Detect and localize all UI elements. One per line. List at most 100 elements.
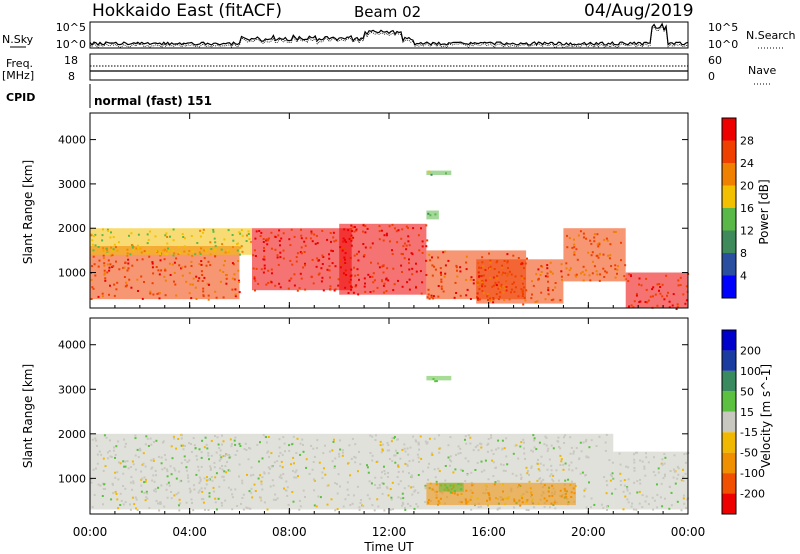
- echo-cell: [152, 293, 155, 296]
- echo-cell: [116, 471, 119, 474]
- echo-cell: [492, 475, 495, 478]
- echo-cell: [169, 274, 172, 276]
- echo-cell: [190, 260, 193, 263]
- echo-cell: [411, 476, 414, 479]
- echo-cell: [404, 508, 407, 511]
- echo-cell: [304, 262, 306, 265]
- echo-cell: [222, 296, 225, 299]
- echo-cell: [215, 508, 218, 511]
- echo-cell: [242, 493, 245, 496]
- echo-cell: [410, 474, 413, 477]
- echo-cell: [405, 225, 408, 228]
- echo-cell: [188, 292, 191, 295]
- echo-cell: [664, 474, 666, 477]
- echo-cell: [140, 275, 143, 278]
- echo-cell: [518, 484, 521, 486]
- echo-cell: [563, 442, 566, 444]
- echo-cell: [584, 474, 587, 477]
- echo-cell: [166, 242, 169, 245]
- echo-cell: [514, 444, 517, 447]
- echo-cell: [636, 451, 638, 454]
- echo-cell: [411, 267, 414, 270]
- echo-cell: [131, 460, 134, 463]
- echo-cell: [159, 259, 162, 262]
- echo-cell: [347, 462, 349, 465]
- echo-cell: [505, 455, 508, 458]
- echo-cell: [497, 447, 500, 450]
- echo-cell: [673, 454, 676, 457]
- echo-cell: [379, 440, 382, 443]
- echo-cell: [252, 254, 255, 257]
- echo-cell: [190, 450, 193, 453]
- colorbar-swatch: [722, 118, 736, 141]
- echo-cell: [289, 259, 292, 262]
- echo-cell: [400, 264, 403, 267]
- echo-cell: [664, 456, 667, 459]
- echo-cell: [374, 476, 377, 479]
- echo-cell: [449, 464, 451, 467]
- echo-cell: [632, 508, 635, 511]
- echo-cell: [626, 498, 629, 501]
- echo-cell: [427, 212, 430, 215]
- echo-cell: [199, 252, 202, 255]
- echo-cell: [185, 469, 188, 472]
- echo-cell: [355, 228, 358, 231]
- nave-tick-top: 60: [708, 54, 722, 67]
- colorbar-swatch: [722, 473, 736, 494]
- echo-cell: [341, 454, 344, 457]
- echo-cell: [646, 301, 649, 304]
- data-region: [563, 228, 627, 282]
- echo-cell: [266, 508, 269, 511]
- echo-cell: [339, 246, 342, 249]
- echo-cell: [493, 284, 495, 287]
- echo-cell: [277, 234, 280, 237]
- echo-cell: [560, 270, 563, 273]
- echo-cell: [660, 462, 663, 465]
- echo-cell: [145, 496, 148, 499]
- echo-cell: [554, 282, 557, 284]
- echo-cell: [131, 496, 134, 499]
- x-tick-label: 00:00: [671, 525, 706, 539]
- echo-cell: [300, 277, 303, 280]
- echo-cell: [220, 502, 223, 504]
- echo-cell: [263, 249, 266, 252]
- echo-cell: [579, 230, 582, 233]
- echo-cell: [339, 259, 342, 262]
- echo-cell: [397, 464, 400, 467]
- echo-cell: [209, 264, 212, 267]
- echo-cell: [381, 471, 383, 474]
- echo-cell: [182, 444, 184, 447]
- echo-cell: [294, 471, 297, 474]
- echo-cell: [638, 277, 641, 280]
- echo-cell: [432, 295, 435, 298]
- echo-cell: [411, 273, 414, 276]
- echo-cell: [375, 461, 378, 463]
- echo-cell: [383, 470, 386, 472]
- echo-cell: [550, 444, 553, 447]
- echo-cell: [135, 498, 138, 501]
- data-region: [613, 451, 690, 512]
- echo-cell: [339, 439, 342, 442]
- echo-cell: [209, 469, 212, 471]
- echo-cell: [259, 474, 262, 477]
- echo-cell: [494, 481, 497, 484]
- echo-cell: [218, 447, 221, 450]
- echo-cell: [126, 269, 129, 272]
- echo-cell: [444, 264, 447, 267]
- echo-cell: [540, 480, 543, 483]
- echo-cell: [199, 229, 202, 232]
- echo-cell: [358, 506, 361, 509]
- echo-cell: [388, 449, 391, 452]
- echo-cell: [173, 467, 176, 470]
- data-region: [426, 375, 452, 383]
- echo-cell: [263, 471, 266, 474]
- echo-cell: [438, 447, 441, 450]
- echo-cell: [396, 241, 399, 244]
- echo-cell: [265, 283, 268, 286]
- echo-cell: [153, 489, 155, 492]
- echo-cell: [465, 489, 468, 492]
- echo-cell: [371, 435, 374, 438]
- echo-cell: [612, 230, 615, 233]
- echo-cell: [572, 450, 575, 453]
- echo-cell: [238, 442, 241, 445]
